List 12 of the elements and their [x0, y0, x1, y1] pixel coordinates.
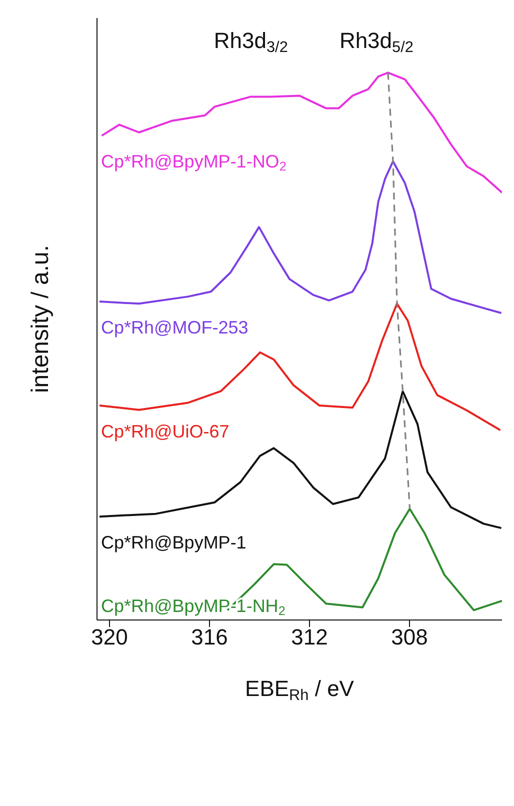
x-tick-label: 312 — [291, 624, 328, 650]
x-axis-title: EBE$_{Rh}$ / eV — [245, 676, 354, 704]
y-axis-title: intensity / a.u. — [27, 244, 54, 394]
x-tick-label: 320 — [91, 624, 128, 650]
series-label: Cp*Rh@MOF-253 — [101, 317, 248, 338]
x-tick-label: 308 — [391, 624, 428, 650]
x-tick-label: 316 — [191, 624, 228, 650]
series-label: Cp*Rh@BpyMP-1-NO$_{2}$ — [101, 152, 286, 174]
text: Rh3d$_{3/2}$ — [214, 28, 288, 56]
series-label: Cp*Rh@BpyMP-1 — [101, 532, 246, 553]
text: Rh3d$_{5/2}$ — [339, 28, 414, 56]
series-label: Cp*Rh@UiO-67 — [101, 421, 230, 442]
